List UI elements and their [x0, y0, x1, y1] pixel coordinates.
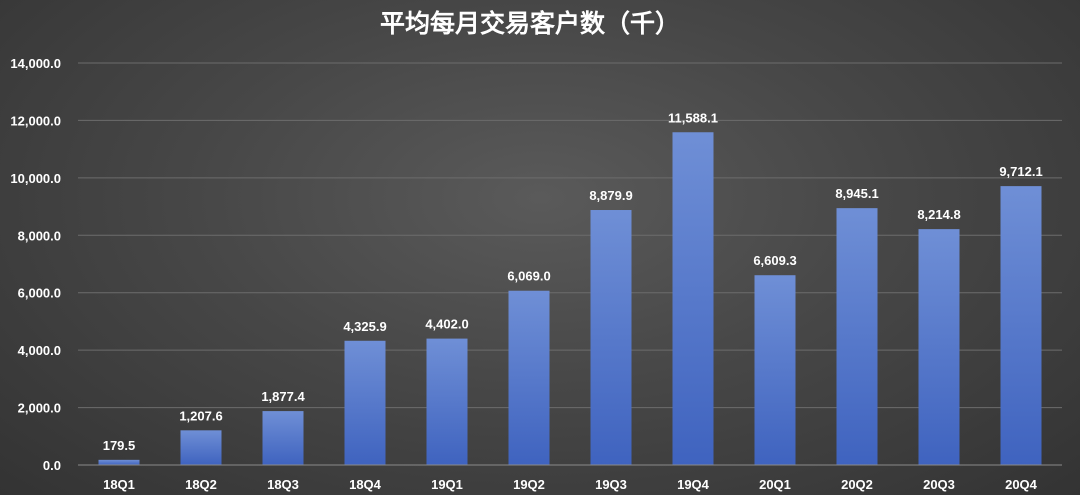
- bar-19q1: [426, 338, 468, 465]
- gridlines: [78, 62, 1062, 409]
- bar-20q4: [1000, 186, 1042, 465]
- x-tick-label-20q3: 20Q3: [923, 477, 955, 492]
- x-axis-tick-labels: 18Q1 18Q2 18Q3 18Q4 19Q1 19Q2 19Q3 19Q4 20Q1 20Q2…: [103, 477, 1038, 492]
- data-label-18q4: 4,325.9: [343, 319, 386, 334]
- bar-19q2: [508, 290, 550, 465]
- data-label-19q4: 11,588.1: [668, 110, 718, 125]
- x-tick-label-18q3: 18Q3: [267, 477, 299, 492]
- x-tick-label-19q4: 19Q4: [677, 477, 710, 492]
- bar-18q2: [180, 430, 222, 465]
- y-tick-label: 12,000.0: [10, 113, 61, 128]
- bar-18q3: [262, 411, 304, 465]
- x-tick-label-18q4: 18Q4: [349, 477, 382, 492]
- bars: [98, 132, 1042, 466]
- x-tick-label-20q4: 20Q4: [1005, 477, 1038, 492]
- x-tick-label-20q1: 20Q1: [759, 477, 791, 492]
- y-tick-label: 4,000.0: [18, 343, 61, 358]
- data-label-20q1: 6,609.3: [753, 253, 796, 268]
- bar-20q3: [918, 229, 960, 465]
- data-label-19q3: 8,879.9: [589, 188, 632, 203]
- bar-19q4: [672, 132, 714, 465]
- bar-20q2: [836, 208, 878, 466]
- bar-19q3: [590, 210, 632, 465]
- x-tick-label-19q3: 19Q3: [595, 477, 627, 492]
- y-tick-label: 10,000.0: [10, 171, 61, 186]
- y-tick-label: 14,000.0: [10, 56, 61, 71]
- y-tick-label: 2,000.0: [18, 401, 61, 416]
- x-tick-label-18q1: 18Q1: [103, 477, 135, 492]
- x-tick-label-20q2: 20Q2: [841, 477, 873, 492]
- data-label-19q2: 6,069.0: [507, 269, 550, 284]
- y-tick-label: 0.0: [43, 458, 61, 473]
- y-axis-tick-labels: 0.0 2,000.0 4,000.0 6,000.0 8,000.0 10,000.0 1…: [10, 56, 61, 473]
- data-label-20q4: 9,712.1: [999, 164, 1042, 179]
- x-tick-label-19q1: 19Q1: [431, 477, 463, 492]
- bar-20q1: [754, 275, 796, 465]
- data-labels: 179.5 1,207.6 1,877.4 4,325.9 4,402.0 6,069.0…: [103, 110, 1043, 453]
- data-label-19q1: 4,402.0: [425, 317, 468, 332]
- y-tick-label: 6,000.0: [18, 286, 61, 301]
- chart-title: 平均每月交易客户数（千）: [380, 9, 680, 38]
- data-label-18q1: 179.5: [103, 438, 136, 453]
- y-tick-label: 8,000.0: [18, 228, 61, 243]
- bar-18q4: [344, 340, 386, 465]
- bar-18q1: [98, 459, 140, 465]
- data-label-18q3: 1,877.4: [261, 389, 305, 404]
- data-label-20q3: 8,214.8: [917, 207, 960, 222]
- data-label-20q2: 8,945.1: [835, 186, 878, 201]
- x-tick-label-18q2: 18Q2: [185, 477, 217, 492]
- data-label-18q2: 1,207.6: [179, 408, 222, 423]
- x-tick-label-19q2: 19Q2: [513, 477, 545, 492]
